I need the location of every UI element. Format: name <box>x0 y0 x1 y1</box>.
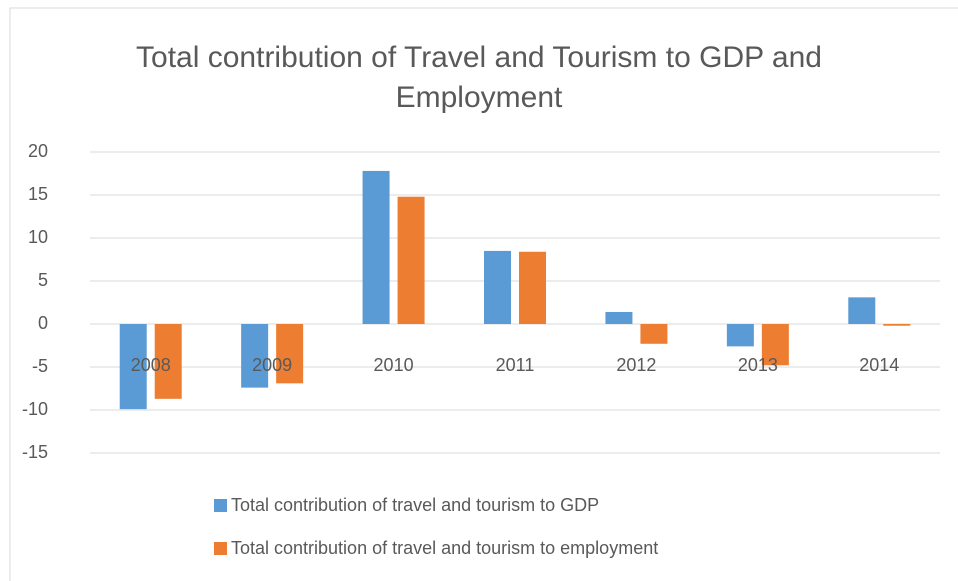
chart-border <box>9 7 958 581</box>
bar <box>484 250 511 324</box>
bar <box>605 311 633 324</box>
legend-label: Total contribution of travel and tourism… <box>231 495 599 515</box>
chart-title: Total contribution of Travel and Tourism… <box>136 41 822 114</box>
x-tick-label: 2014 <box>859 355 899 375</box>
bar <box>761 324 789 366</box>
y-tick-label: -10 <box>22 399 48 419</box>
x-tick-label: 2010 <box>374 355 414 375</box>
bar <box>640 324 668 344</box>
y-tick-label: 15 <box>28 184 48 204</box>
legend-swatch <box>214 542 227 555</box>
bar <box>848 297 876 324</box>
x-tick-label: 2013 <box>738 355 778 375</box>
y-tick-label: 5 <box>38 270 48 290</box>
legend-swatch <box>214 499 227 512</box>
y-tick-label: -5 <box>32 356 48 376</box>
bar <box>883 324 911 326</box>
bar <box>154 324 182 399</box>
y-tick-label: 0 <box>38 313 48 333</box>
bar <box>397 196 425 324</box>
y-tick-label: 10 <box>28 227 48 247</box>
legend-label: Total contribution of travel and tourism… <box>231 538 658 558</box>
bar <box>241 324 269 388</box>
x-tick-label: 2011 <box>496 355 535 375</box>
bar <box>726 324 754 347</box>
bar <box>276 324 304 384</box>
bar <box>119 324 147 410</box>
x-tick-label: 2008 <box>131 355 171 375</box>
x-tick-label: 2012 <box>616 355 656 375</box>
y-tick-label: 20 <box>28 141 48 161</box>
bar <box>519 251 546 324</box>
bar <box>362 170 390 324</box>
x-tick-label: 2009 <box>252 355 292 375</box>
y-tick-label: -15 <box>22 442 48 462</box>
